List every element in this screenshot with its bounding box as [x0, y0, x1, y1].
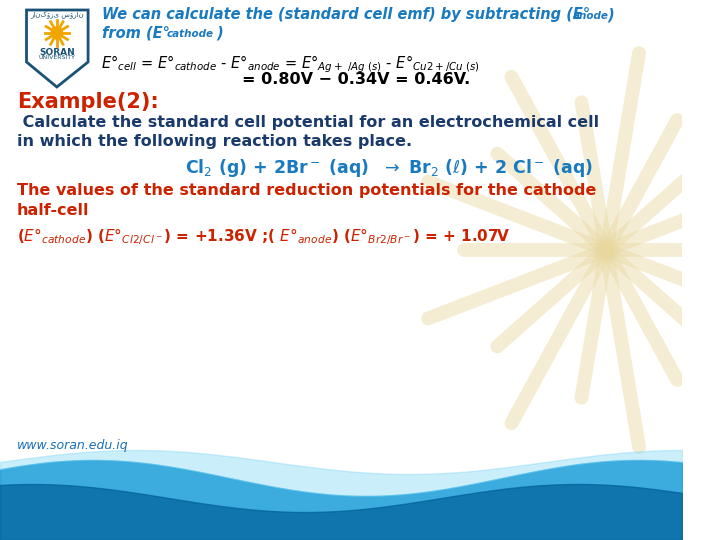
Text: Cl$_2$ (g) + 2Br$^-$ (aq)  $\rightarrow$ Br$_2$ ($\ell$) + 2 Cl$^-$ (aq): Cl$_2$ (g) + 2Br$^-$ (aq) $\rightarrow$ … [185, 157, 593, 179]
Text: ($\it{E°}$$\it{_{cathode}}$) ($\it{E°}$$\it{_{Cl2/Cl^-}}$) = +1.36V ;( $\it{E°}$: ($\it{E°}$$\it{_{cathode}}$) ($\it{E°}$$… [17, 226, 510, 247]
Text: cathode: cathode [167, 29, 214, 39]
Text: $\it{E°}$$\it{_{cell}}$ = $\it{E°}$$\it{_{cathode}}$ - $\it{E°}$$\it{_{anode}}$ : $\it{E°}$$\it{_{cell}}$ = $\it{E°}$$\it{… [102, 53, 480, 75]
Text: SORAN: SORAN [39, 48, 75, 57]
Text: in which the following reaction takes place.: in which the following reaction takes pl… [17, 134, 412, 149]
Polygon shape [27, 10, 88, 87]
Text: Example(2):: Example(2): [17, 92, 159, 112]
Text: = 0.80V − 0.34V = 0.46V.: = 0.80V − 0.34V = 0.46V. [241, 72, 469, 87]
Text: anode: anode [573, 11, 609, 21]
Text: Calculate the standard cell potential for an electrochemical cell: Calculate the standard cell potential fo… [17, 115, 599, 130]
Text: ): ) [216, 25, 222, 40]
Text: ): ) [607, 7, 613, 22]
Text: from (E°: from (E° [102, 25, 171, 40]
Text: The values of the standard reduction potentials for the cathode: The values of the standard reduction pot… [17, 183, 596, 198]
Text: half-cell: half-cell [17, 203, 89, 218]
Text: We can calculate the (standard cell emf) by subtracting (E°: We can calculate the (standard cell emf)… [102, 7, 590, 22]
Text: رانکۆزی سۆران: رانکۆزی سۆران [30, 12, 84, 19]
Circle shape [51, 27, 63, 39]
Text: www.soran.edu.iq: www.soran.edu.iq [17, 439, 129, 452]
Text: UNIVERSITY: UNIVERSITY [38, 55, 76, 60]
